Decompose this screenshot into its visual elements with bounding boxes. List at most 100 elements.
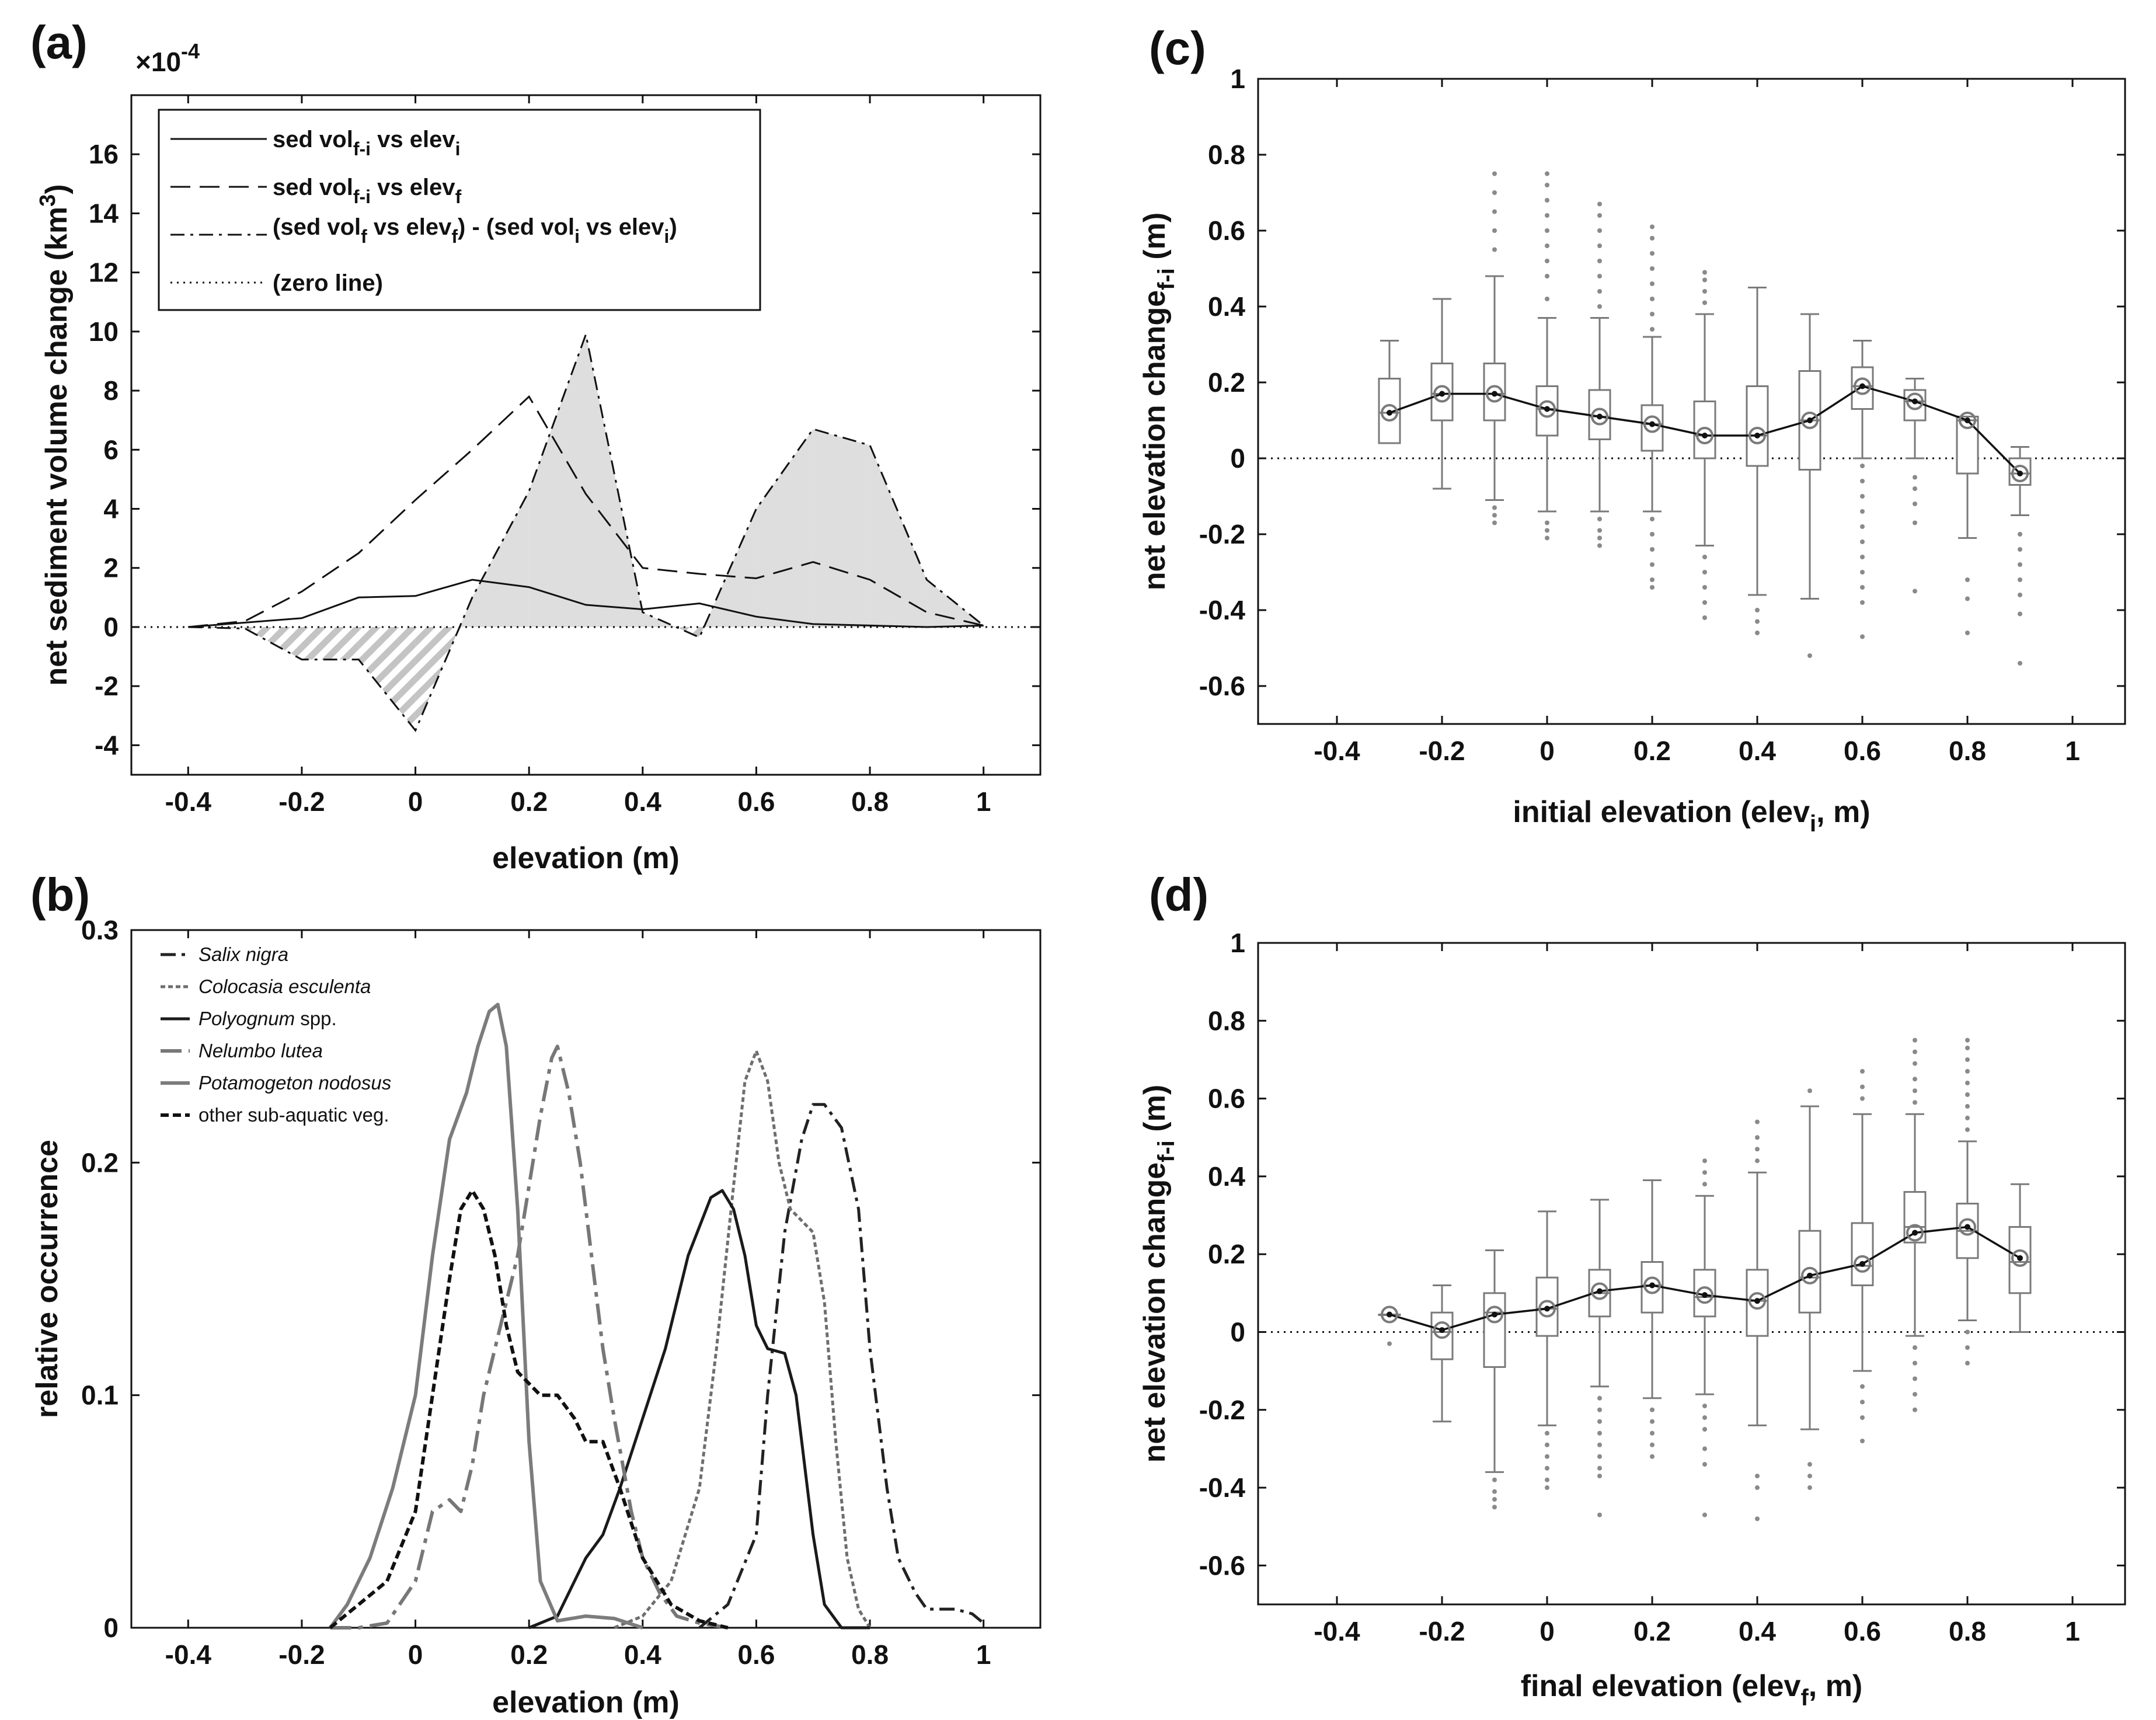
y-tick-label: 0.2 — [1208, 367, 1245, 398]
box-outlier — [1755, 1135, 1760, 1140]
legend-text: (sed vol — [273, 214, 361, 240]
mean-marker-ring — [1486, 1305, 1503, 1324]
box-outlier — [1913, 1360, 1917, 1366]
x-tick-label: 1 — [2065, 1616, 2080, 1646]
box-outlier — [1597, 1512, 1602, 1517]
y-tick-label: -0.4 — [1199, 595, 1246, 625]
y-axis-label-main: net sediment volume change (km — [40, 207, 74, 686]
series-line-dashed — [188, 395, 984, 628]
mean-marker-ring — [1381, 1305, 1398, 1324]
box-outlier — [1492, 190, 1497, 195]
mean-marker-dot — [1702, 1292, 1708, 1298]
box-outlier — [1597, 517, 1602, 521]
legend-entry: other sub-aquatic veg. — [198, 1104, 389, 1126]
box-outlier — [2018, 562, 2022, 567]
loss-area — [301, 626, 359, 660]
mean-marker-dot — [1387, 1311, 1392, 1318]
plot-frame-c — [1257, 78, 2126, 725]
box-outlier — [1913, 520, 1917, 525]
x-axis-label: elevation (m) — [492, 841, 680, 875]
box-outlier — [1807, 1088, 1812, 1094]
box-outlier — [1807, 653, 1812, 658]
mean-marker-dot — [1597, 1288, 1603, 1294]
mean-marker-ring — [1854, 377, 1871, 395]
box-outlier — [1650, 281, 1655, 286]
box-outlier — [1913, 1407, 1917, 1412]
mean-marker-dot — [1387, 410, 1392, 416]
mean-marker-dot — [1492, 1311, 1497, 1318]
mean-marker-ring — [1854, 1255, 1871, 1273]
y-tick-label: 0 — [103, 612, 119, 642]
legend-entry: (zero line) — [273, 270, 383, 296]
panel-a: -0.4 -0.2 0 0.2 0.4 0.6 0.8 1 -4 -2 0 2 4 6 8 10 12 14 16 (… — [30, 16, 1042, 875]
box-outlier — [1597, 1442, 1602, 1447]
x-tick-label: -0.4 — [1314, 1616, 1360, 1646]
mean-marker-ring — [1591, 1282, 1608, 1300]
box-outlier — [1913, 589, 1917, 594]
mean-marker-ring — [1906, 392, 1924, 410]
y-tick-label: -0.6 — [1199, 671, 1245, 701]
legend-text: vs elev — [371, 127, 455, 152]
y-tick-label: 0.2 — [81, 1147, 119, 1178]
box-outlier — [1545, 259, 1549, 263]
x-axis-label-sub: f — [1800, 1685, 1809, 1711]
x-tick-label: -0.4 — [165, 786, 212, 817]
box-outlier — [1913, 1077, 1917, 1082]
y-axis-label-main: net elevation change — [1138, 1162, 1172, 1463]
x-axis-label-main: final elevation (elev — [1521, 1669, 1801, 1703]
box-outlier — [1545, 520, 1549, 525]
box-outlier — [1597, 535, 1602, 541]
box-outlier — [1545, 1442, 1549, 1447]
x-axis-label-sub: i — [1810, 811, 1816, 837]
box-outlier — [2018, 577, 2022, 582]
mean-marker-ring — [1801, 412, 1819, 429]
box-outlier — [1545, 1477, 1549, 1482]
plot-frame-a — [130, 94, 1042, 776]
box-outlier — [1755, 1158, 1760, 1164]
x-tick-label: 0.4 — [624, 786, 661, 817]
panel-label-a: (a) — [30, 16, 88, 68]
box-outlier — [1860, 634, 1865, 639]
y-axis-label-main: net elevation change — [1138, 290, 1172, 590]
legend-text: ) — [669, 214, 677, 240]
exponent-power: -4 — [181, 39, 200, 63]
y-tick-label: 4 — [103, 494, 119, 524]
gain-area — [870, 445, 927, 627]
y-tick-label: -2 — [95, 671, 119, 701]
mean-marker-ring — [1696, 427, 1713, 444]
legend-subscript: f — [361, 226, 367, 247]
box-outlier — [1965, 1103, 1970, 1109]
x-tick-label: -0.4 — [165, 1639, 212, 1670]
box-outlier — [1965, 577, 1970, 582]
mean-marker-ring — [1538, 400, 1556, 418]
box-outlier — [1650, 1430, 1655, 1436]
x-axis-label: final elevation (elevf, m) — [1521, 1669, 1863, 1711]
legend-text: vs elev — [580, 214, 664, 240]
box-outlier — [1650, 562, 1655, 567]
box-outlier — [1650, 547, 1655, 552]
box-outlier — [1702, 277, 1707, 283]
y-tick-label: 0 — [1230, 443, 1245, 473]
box-outlier — [1597, 259, 1602, 263]
box-outlier — [2018, 547, 2022, 552]
x-tick-label: 0.8 — [851, 786, 889, 817]
mean-marker-ring — [2011, 1249, 2029, 1267]
y-tick-label: 0.4 — [1208, 1161, 1245, 1192]
box-outlier — [1650, 577, 1655, 582]
box-outlier — [1965, 1092, 1970, 1097]
y-tick-label: 0.8 — [1208, 140, 1245, 170]
panel-c: -0.4 -0.2 0 0.2 0.4 0.6 0.8 1 -0.6 -0.4 -0.2 0 0.2 0.… — [1138, 22, 2126, 837]
x-tick-label: -0.2 — [278, 786, 325, 817]
box-outlier — [1755, 619, 1760, 624]
box-outlier — [1860, 570, 1865, 575]
legend-italic: Potamogeton nodosus — [198, 1072, 391, 1094]
y-tick-label: 10 — [89, 316, 119, 347]
box-outlier — [1545, 213, 1549, 218]
box-outlier — [1702, 300, 1707, 305]
series-line-solid-black — [528, 1189, 870, 1630]
gain-area — [529, 334, 586, 627]
y-axis-label-sup: 3 — [36, 194, 60, 207]
box-outlier — [1965, 1068, 1970, 1074]
mean-marker-dot — [2017, 1255, 2023, 1261]
mean-marker-dot — [1754, 433, 1760, 438]
